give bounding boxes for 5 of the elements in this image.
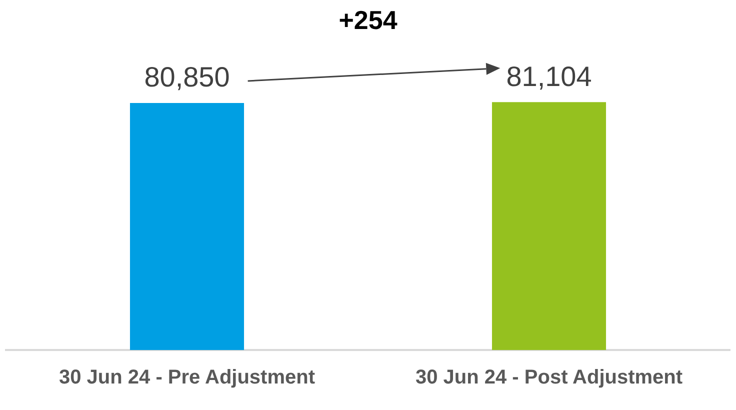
text: +254: [338, 5, 398, 36]
x-tick-label: 30 Jun 24 - Post Adjustment: [415, 366, 683, 389]
data-label: 81,104: [506, 60, 592, 92]
x-tick-label: 30 Jun 24 - Pre Adjustment: [59, 366, 316, 389]
data-label: 80,850: [144, 62, 230, 93]
